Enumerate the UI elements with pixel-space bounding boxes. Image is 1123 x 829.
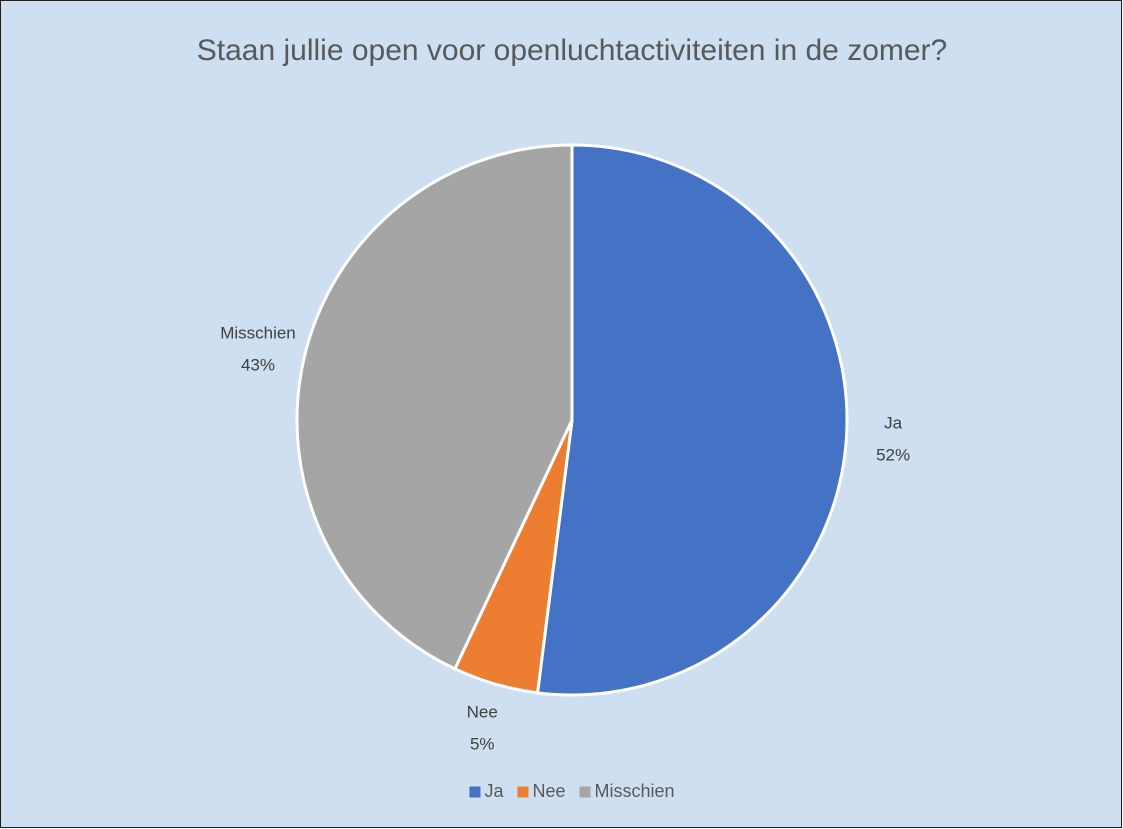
- data-label-value: 43%: [241, 355, 275, 374]
- legend-label: Ja: [484, 781, 504, 801]
- data-label-category: Nee: [467, 702, 498, 721]
- legend-label: Nee: [532, 781, 565, 801]
- data-label-value: 5%: [470, 734, 495, 753]
- legend-swatch: [469, 786, 481, 798]
- legend-label: Misschien: [595, 781, 675, 801]
- data-label-category: Ja: [884, 414, 903, 433]
- chart-title: Staan jullie open voor openluchtactivite…: [197, 34, 947, 67]
- data-label-category: Misschien: [220, 323, 296, 342]
- pie-slice: [295, 143, 574, 671]
- legend-swatch: [579, 786, 591, 798]
- pie-slice: [535, 143, 849, 697]
- data-label-value: 52%: [876, 446, 910, 465]
- legend-swatch: [517, 786, 529, 798]
